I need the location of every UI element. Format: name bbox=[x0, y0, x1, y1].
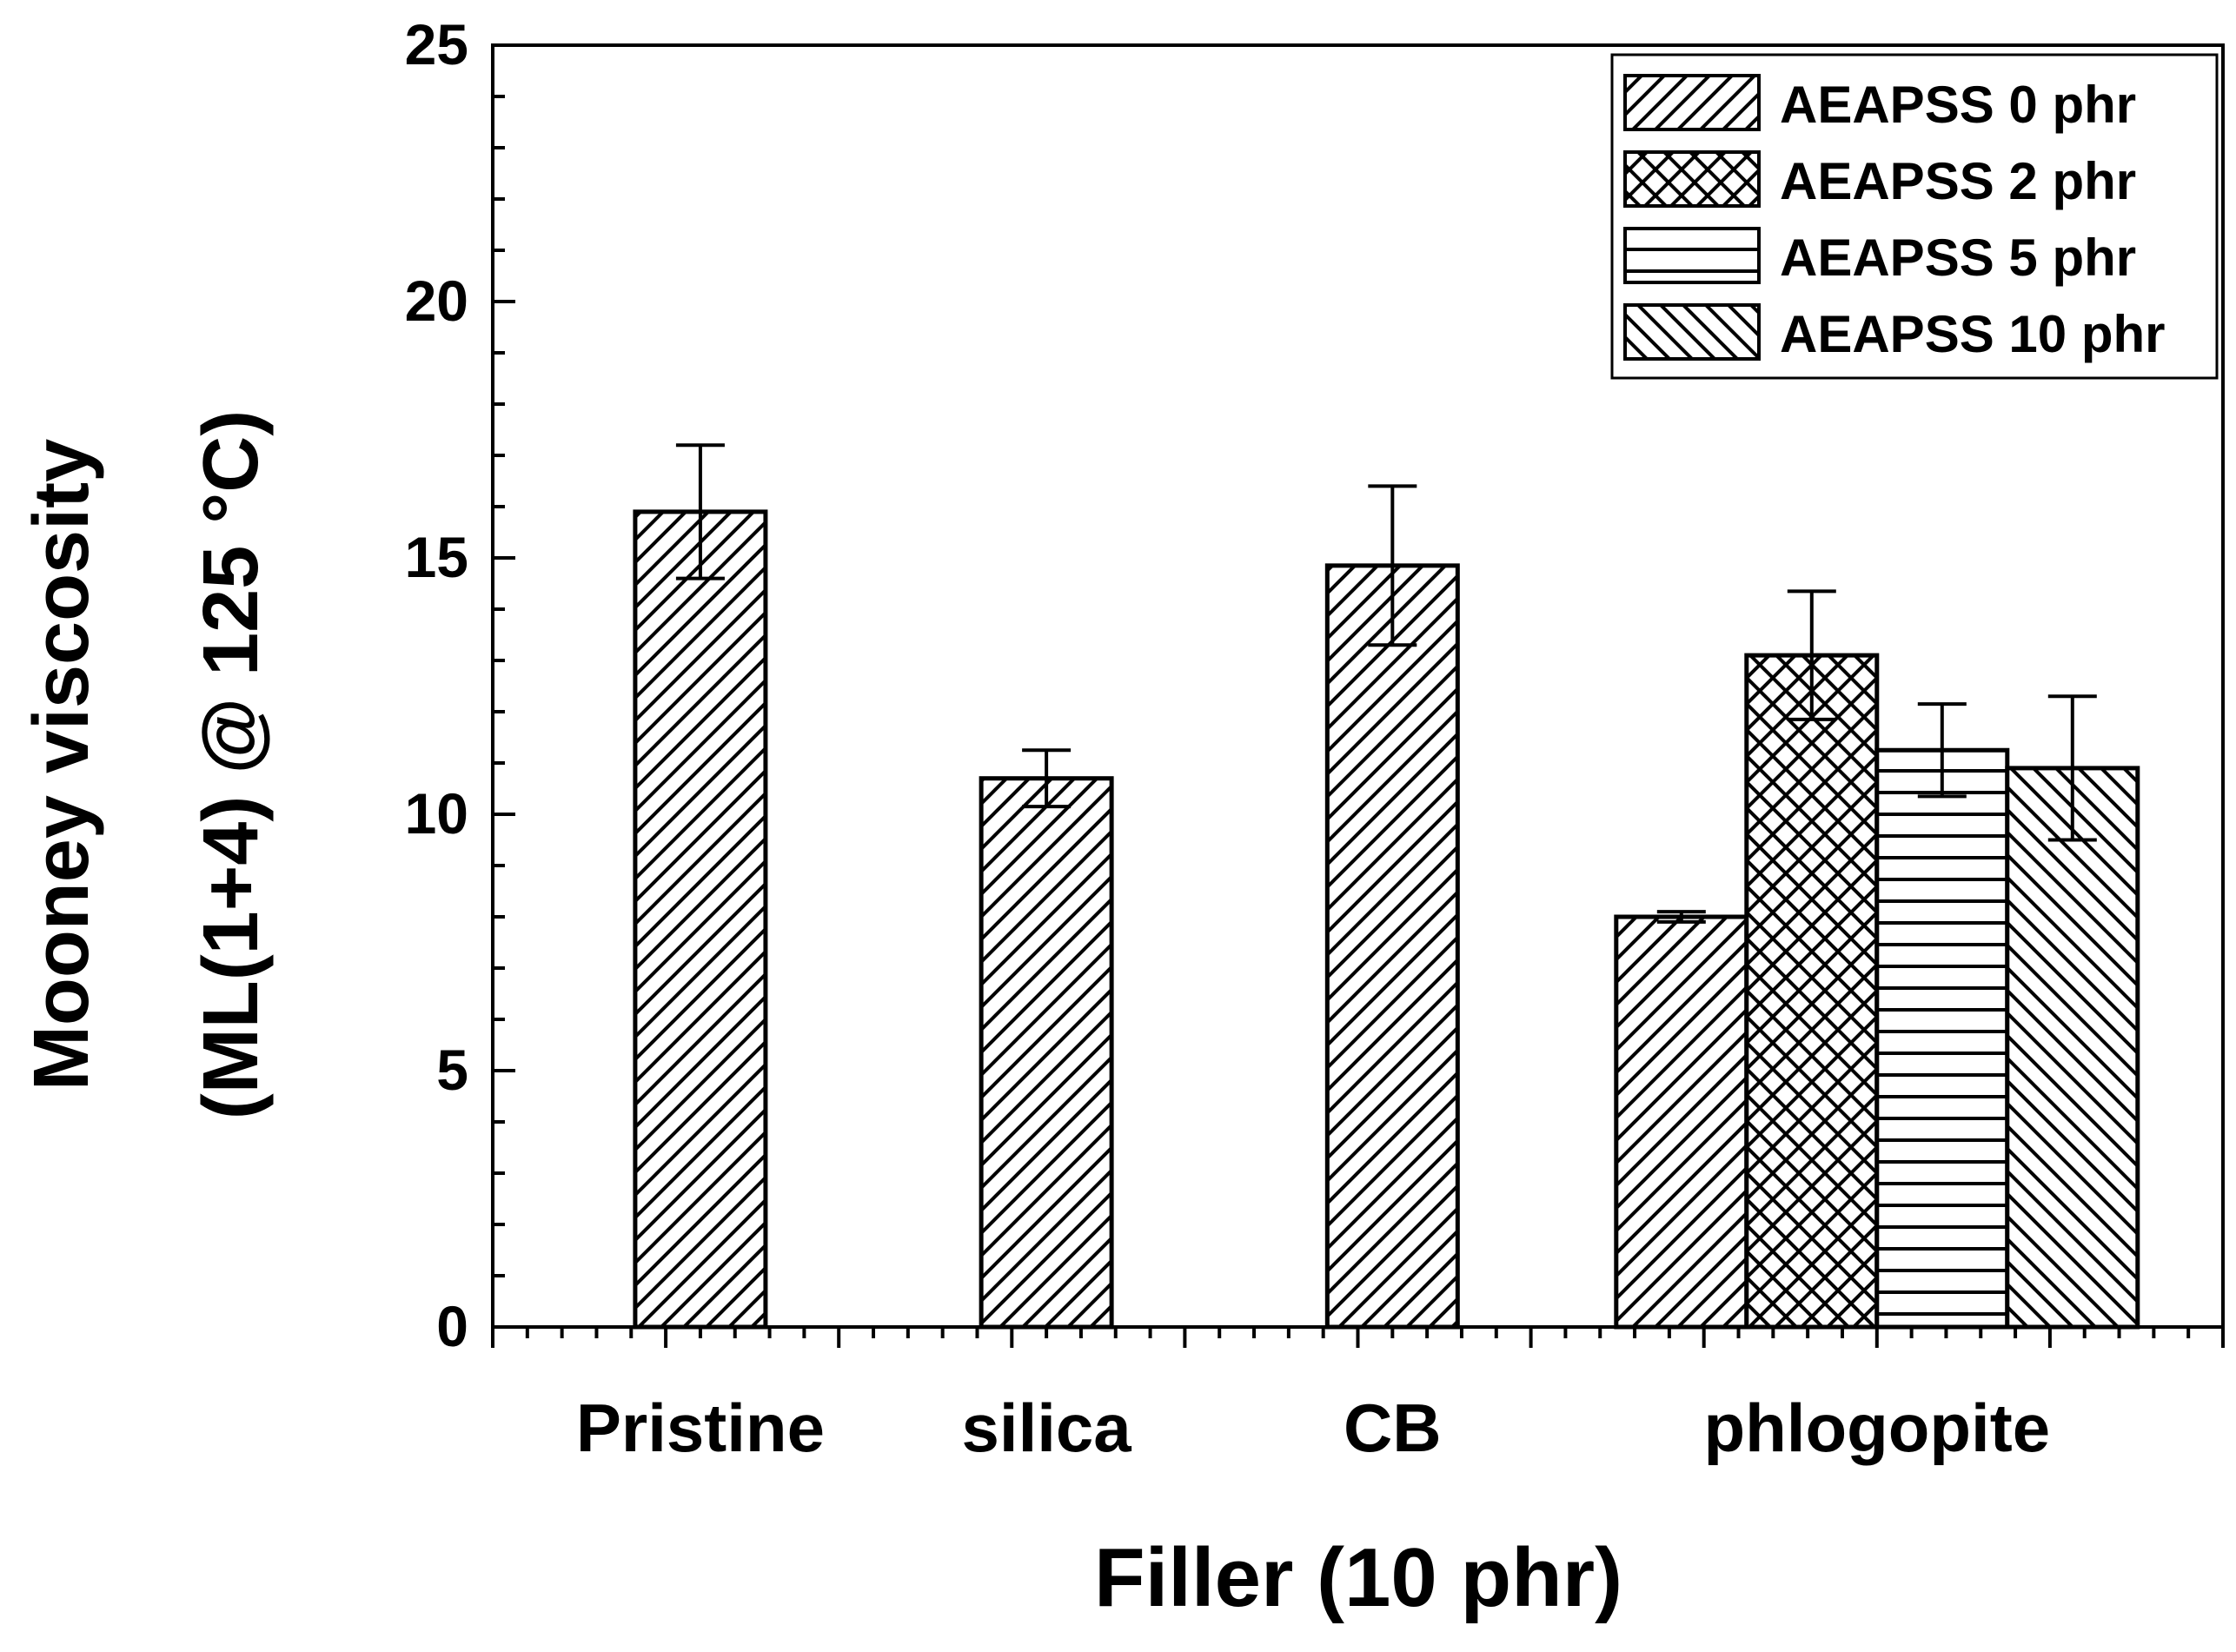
category-label-silica: silica bbox=[962, 1390, 1132, 1466]
x-axis-label: Filler (10 phr) bbox=[1094, 1531, 1622, 1624]
legend-swatch-aeapss-10 bbox=[1623, 303, 1761, 361]
plot-frame bbox=[491, 43, 2225, 1329]
category-labels: Pristine silica CB phlogopite bbox=[576, 1390, 2050, 1466]
error-bar bbox=[675, 443, 725, 581]
bar-cb-aeapss-0-phr bbox=[1324, 563, 1460, 1330]
bar-pristine-aeapss-0-phr bbox=[633, 509, 768, 1330]
error-bar bbox=[1787, 589, 1836, 721]
bar-phlogopite-aeapss-2-phr bbox=[1744, 653, 1880, 1330]
bar-phlogopite-aeapss-5-phr bbox=[1874, 747, 2010, 1330]
error-bar bbox=[1368, 484, 1417, 647]
y-tick-label: 5 bbox=[436, 1038, 468, 1102]
error-bar bbox=[2047, 694, 2097, 842]
legend-label-aeapss-2: AEAPSS 2 phr bbox=[1780, 152, 2136, 210]
category-label-pristine: Pristine bbox=[576, 1390, 825, 1466]
y-axis-label-line1: Mooney viscosity bbox=[18, 439, 105, 1091]
error-bars-group bbox=[675, 443, 2097, 924]
legend-swatch-aeapss-2 bbox=[1623, 150, 1761, 208]
error-bar bbox=[1656, 910, 1706, 924]
y-axis-ticks: 0 5 10 15 20 25 bbox=[405, 12, 515, 1358]
category-label-cb: CB bbox=[1344, 1390, 1442, 1466]
legend-label-aeapss-5: AEAPSS 5 phr bbox=[1780, 229, 2136, 287]
legend-swatch-aeapss-5 bbox=[1623, 227, 1761, 284]
y-tick-label: 10 bbox=[405, 781, 468, 846]
bar-silica-aeapss-0-phr bbox=[979, 776, 1114, 1330]
y-tick-label: 0 bbox=[436, 1294, 468, 1358]
y-tick-label: 25 bbox=[405, 12, 468, 76]
error-bar bbox=[1917, 702, 1967, 799]
y-tick-label: 20 bbox=[405, 269, 468, 333]
legend: AEAPSS 0 phr AEAPSS 2 phr AEAPSS 5 phr A… bbox=[1610, 53, 2219, 380]
legend-label-aeapss-10: AEAPSS 10 phr bbox=[1780, 305, 2165, 363]
category-label-phlogopite: phlogopite bbox=[1704, 1390, 2051, 1466]
x-axis-ticks bbox=[491, 1327, 2225, 1348]
legend-label-aeapss-0: AEAPSS 0 phr bbox=[1780, 76, 2136, 134]
legend-swatch-aeapss-0 bbox=[1623, 74, 1761, 131]
error-bar bbox=[1022, 748, 1072, 809]
bars-group bbox=[633, 509, 2140, 1330]
y-axis-label-line2: (ML(1+4) @ 125 °C) bbox=[188, 410, 275, 1119]
y-tick-label: 15 bbox=[405, 525, 468, 589]
bar-phlogopite-aeapss-0-phr bbox=[1614, 914, 1749, 1330]
bar-phlogopite-aeapss-10-phr bbox=[2005, 766, 2140, 1330]
